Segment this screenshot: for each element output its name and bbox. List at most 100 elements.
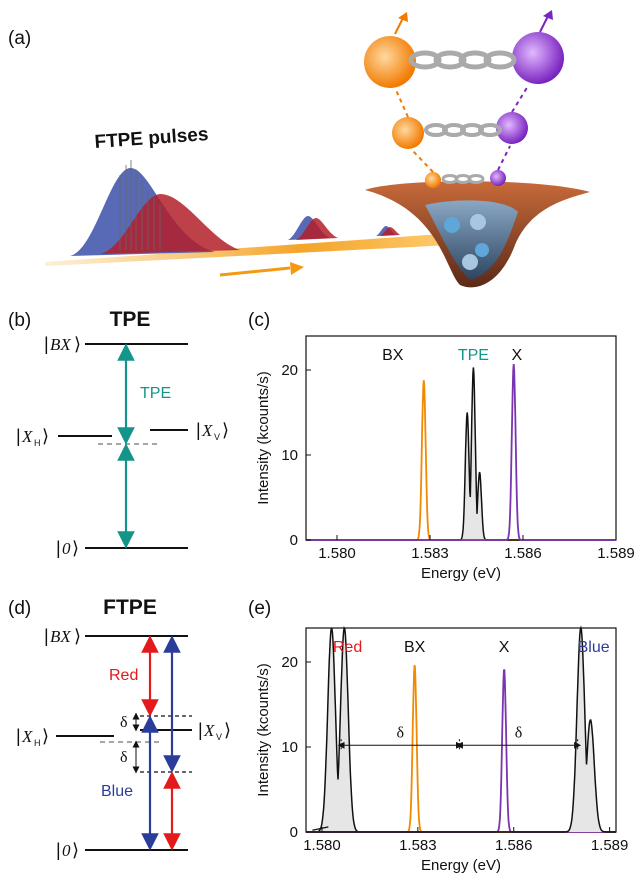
- baseline-tail-left: [312, 826, 329, 831]
- tpe-level-diagram: TPE | BX ⟩ | X H ⟩ | X V ⟩ | 0 ⟩: [16, 308, 229, 558]
- svg-text:H: H: [34, 738, 41, 748]
- svg-text:BX: BX: [50, 627, 71, 646]
- peak-label-red: Red: [333, 639, 362, 656]
- x-axis-label: Energy (eV): [421, 857, 501, 874]
- svg-text:0: 0: [62, 841, 71, 860]
- y-tick-label: 10: [281, 447, 298, 464]
- x-axis-label: Energy (eV): [421, 565, 501, 582]
- tpe-title: TPE: [110, 308, 151, 331]
- spectrum-chart-tpe: 1.580 1.583 1.586 1.589 0 10 20 Energy (eV) Inte…: [255, 335, 635, 582]
- svg-text:|: |: [16, 726, 21, 746]
- x-tick-label: 1.586: [495, 837, 533, 854]
- y-tick-label: 20: [281, 362, 298, 379]
- plot-frame: [305, 335, 617, 541]
- y-axis-label: Intensity (kcounts/s): [255, 663, 272, 796]
- x-tick-label: 1.583: [399, 837, 437, 854]
- panel-label-c: (c): [248, 310, 270, 331]
- svg-text:⟩: ⟩: [74, 626, 81, 646]
- svg-text:V: V: [214, 432, 220, 442]
- red-label: Red: [109, 667, 138, 684]
- y-tick-label: 0: [290, 824, 298, 841]
- peak-blue: [306, 625, 616, 833]
- svg-text:|: |: [44, 334, 49, 354]
- ket-xv: | X V ⟩: [196, 420, 229, 442]
- svg-text:⟩: ⟩: [74, 334, 81, 354]
- svg-text:|: |: [198, 720, 203, 740]
- svg-text:H: H: [34, 438, 41, 448]
- x-tick-label: 1.583: [411, 545, 449, 562]
- svg-text:|: |: [56, 840, 61, 860]
- delta-label-right: δ: [515, 724, 523, 741]
- panel-label-e: (e): [248, 598, 271, 619]
- x-tick-label: 1.589: [597, 545, 635, 562]
- photon-pair-top: [364, 10, 564, 88]
- laser-beam: [45, 232, 470, 266]
- y-tick-label: 10: [281, 739, 298, 756]
- ket-xh: | X H ⟩: [16, 426, 49, 448]
- y-tick-label: 20: [281, 654, 298, 671]
- emission-paths: [395, 85, 529, 173]
- peak-label-x: X: [499, 639, 510, 656]
- y-tick-label: 0: [290, 532, 298, 549]
- delta-label-left: δ: [397, 724, 405, 741]
- svg-text:X: X: [203, 721, 215, 740]
- photon-pair-middle: [392, 112, 528, 149]
- svg-text:⟩: ⟩: [72, 538, 79, 558]
- ket-xh: | X H ⟩: [16, 726, 49, 748]
- ket-xv: | X V ⟩: [198, 720, 231, 742]
- x-tick-label: 1.586: [504, 545, 542, 562]
- peak-label-bx: BX: [404, 639, 426, 656]
- ftpe-illustration: FTPE pulses: [45, 10, 590, 288]
- direction-arrow: [219, 266, 291, 277]
- ket-ground: | 0 ⟩: [56, 538, 79, 558]
- peak-fill-red: [306, 628, 616, 832]
- peak-bx: [306, 380, 616, 541]
- svg-text:⟩: ⟩: [42, 426, 49, 446]
- svg-text:⟩: ⟩: [222, 420, 229, 440]
- delta-label-lower: δ: [120, 749, 128, 766]
- peak-label-tpe: TPE: [458, 347, 489, 364]
- ket-bx: | BX ⟩: [44, 626, 81, 646]
- ftpe-level-diagram: FTPE | BX ⟩ | X H ⟩ | X V ⟩ | 0 ⟩: [16, 596, 231, 860]
- pulse-red-medium: [296, 218, 338, 240]
- peak-x: [306, 364, 616, 541]
- peak-fill-blue: [306, 628, 616, 832]
- ket-bx: | BX ⟩: [44, 334, 81, 354]
- panel-label-d: (d): [8, 598, 31, 619]
- svg-text:⟩: ⟩: [42, 726, 49, 746]
- x-tick-label: 1.580: [318, 545, 356, 562]
- pulse-red-large: [100, 194, 240, 254]
- delta-label-upper: δ: [120, 714, 128, 731]
- peak-red: [306, 626, 616, 833]
- ket-ground: | 0 ⟩: [56, 840, 79, 860]
- svg-text:V: V: [216, 732, 222, 742]
- svg-text:|: |: [196, 420, 201, 440]
- tpe-arrow-label: TPE: [140, 385, 171, 402]
- pulse-red-small: [380, 227, 400, 236]
- peak-fill-tpe: [306, 367, 616, 540]
- svg-text:|: |: [44, 626, 49, 646]
- svg-text:0: 0: [62, 539, 71, 558]
- pulses-label: FTPE pulses: [94, 124, 209, 153]
- peak-label-bx: BX: [382, 347, 404, 364]
- svg-text:⟩: ⟩: [224, 720, 231, 740]
- peak-tpe: [306, 367, 616, 541]
- pulse-spikes: [119, 160, 161, 250]
- photon-pair-bottom: [425, 170, 506, 188]
- x-tick-label: 1.589: [591, 837, 629, 854]
- y-axis-label: Intensity (kcounts/s): [255, 371, 272, 504]
- ftpe-title: FTPE: [103, 596, 157, 619]
- peak-label-x: X: [511, 347, 522, 364]
- panel-label-a: (a): [8, 28, 31, 49]
- panel-label-b: (b): [8, 310, 31, 331]
- svg-text:|: |: [56, 538, 61, 558]
- svg-text:|: |: [16, 426, 21, 446]
- svg-text:BX: BX: [50, 335, 71, 354]
- peak-label-blue: Blue: [578, 639, 610, 656]
- svg-text:X: X: [201, 421, 213, 440]
- carrier-particles: [444, 214, 489, 270]
- blue-label: Blue: [101, 783, 133, 800]
- x-tick-label: 1.580: [303, 837, 341, 854]
- svg-text:⟩: ⟩: [72, 840, 79, 860]
